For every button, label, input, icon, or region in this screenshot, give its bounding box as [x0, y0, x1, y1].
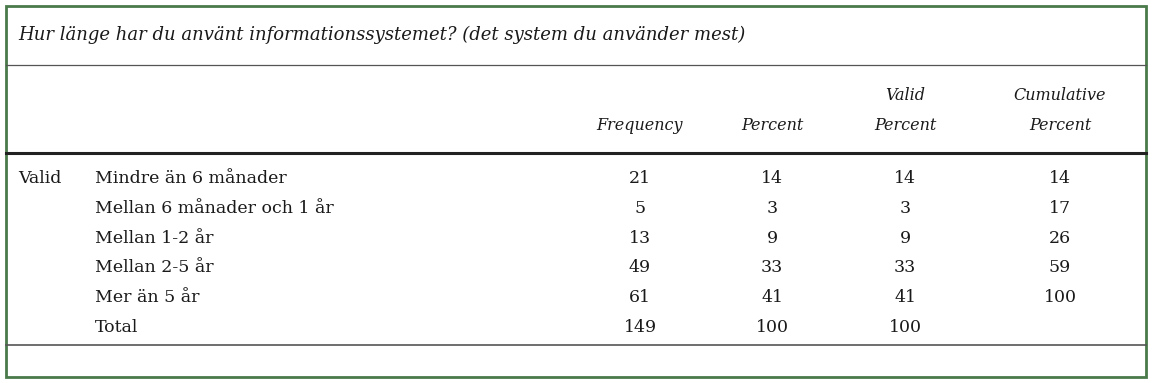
- Text: 21: 21: [629, 170, 651, 187]
- Text: 100: 100: [756, 319, 788, 337]
- Text: Mindre än 6 månader: Mindre än 6 månader: [94, 170, 287, 187]
- Text: 26: 26: [1049, 229, 1071, 247]
- Text: 3: 3: [766, 200, 778, 216]
- Text: 100: 100: [1044, 290, 1076, 306]
- Text: Mellan 1-2 år: Mellan 1-2 år: [94, 229, 213, 247]
- Text: 100: 100: [888, 319, 922, 337]
- Text: 59: 59: [1048, 260, 1071, 277]
- Text: 17: 17: [1049, 200, 1071, 216]
- Text: Mellan 6 månader och 1 år: Mellan 6 månader och 1 år: [94, 200, 334, 216]
- Text: Percent: Percent: [741, 116, 803, 134]
- Text: Valid: Valid: [18, 170, 61, 187]
- Text: 149: 149: [623, 319, 657, 337]
- Text: Percent: Percent: [1029, 116, 1091, 134]
- Text: Mellan 2-5 år: Mellan 2-5 år: [94, 260, 213, 277]
- Text: 41: 41: [894, 290, 916, 306]
- Text: 14: 14: [894, 170, 916, 187]
- Text: 61: 61: [629, 290, 651, 306]
- FancyBboxPatch shape: [6, 6, 1146, 377]
- Text: 14: 14: [1049, 170, 1071, 187]
- Text: 14: 14: [761, 170, 783, 187]
- Text: 3: 3: [900, 200, 910, 216]
- Text: Frequency: Frequency: [597, 116, 683, 134]
- Text: Total: Total: [94, 319, 138, 337]
- Text: Mer än 5 år: Mer än 5 år: [94, 290, 199, 306]
- Text: 49: 49: [629, 260, 651, 277]
- Text: Valid: Valid: [885, 87, 925, 103]
- Text: 41: 41: [761, 290, 783, 306]
- Text: Cumulative: Cumulative: [1014, 87, 1106, 103]
- Text: 9: 9: [900, 229, 910, 247]
- Text: 9: 9: [766, 229, 778, 247]
- Text: 33: 33: [894, 260, 916, 277]
- Text: 5: 5: [635, 200, 645, 216]
- Text: Percent: Percent: [874, 116, 937, 134]
- Text: 33: 33: [760, 260, 783, 277]
- Text: Hur länge har du använt informationssystemet? (det system du använder mest): Hur länge har du använt informationssyst…: [18, 26, 745, 44]
- Text: 13: 13: [629, 229, 651, 247]
